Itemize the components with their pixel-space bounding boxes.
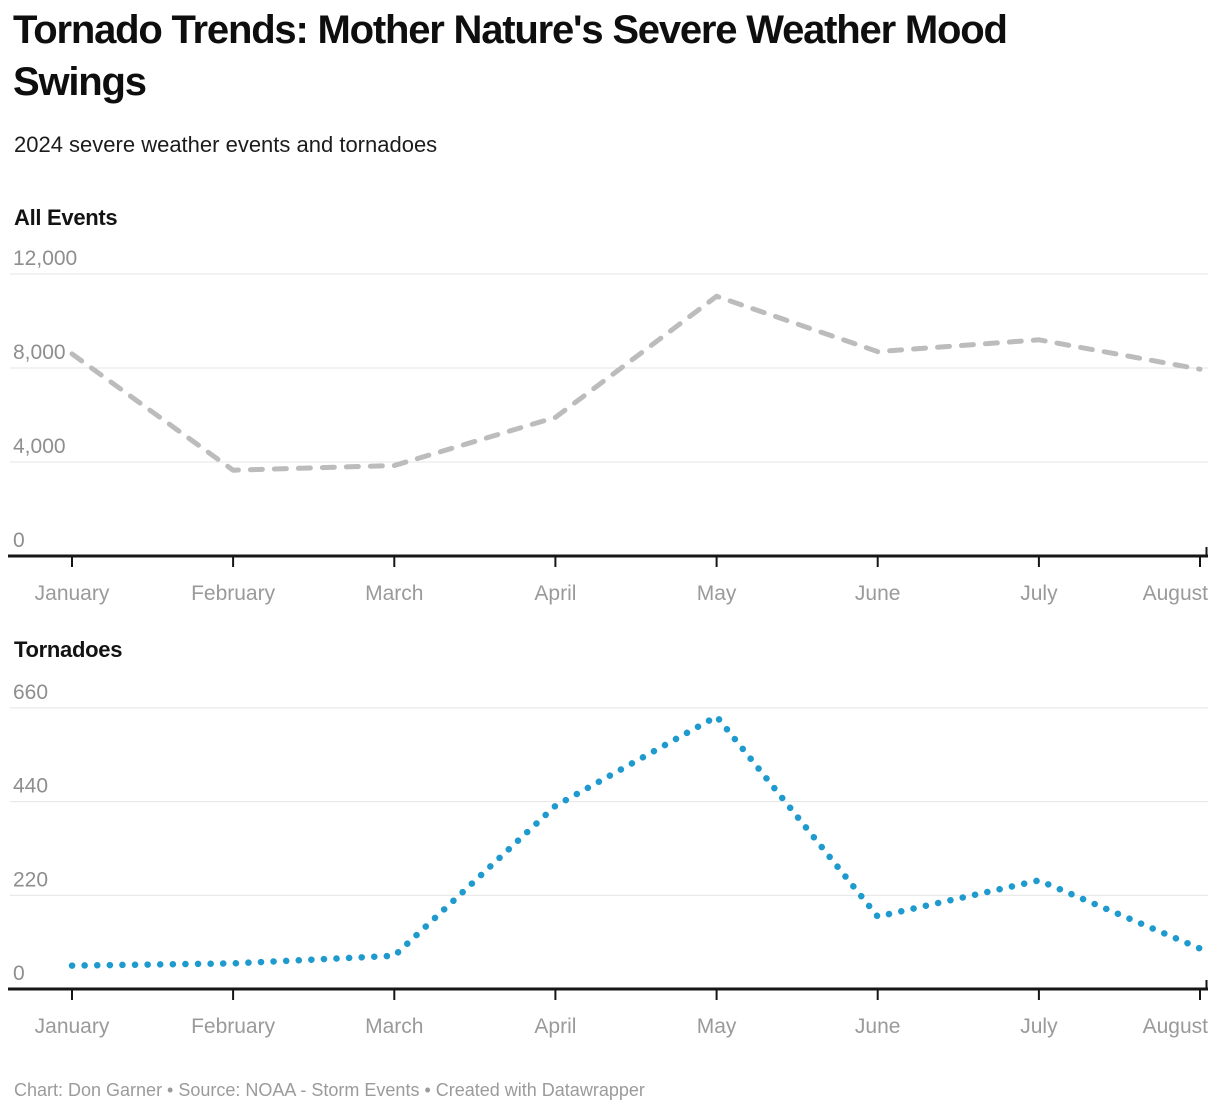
tornadoes-line: [68, 713, 1204, 969]
all-events-chart: 0 4,000 8,000 12,000 January February March Apr…: [8, 247, 1209, 605]
month-label: March: [365, 582, 423, 605]
panel-heading-tornadoes: Tornadoes: [14, 637, 123, 662]
y-axis-label: 440: [13, 775, 48, 798]
y-axis-label: 0: [13, 529, 25, 552]
month-label: January: [35, 1015, 110, 1038]
y-axis-label: 220: [13, 868, 48, 891]
panel-heading-all-events: All Events: [14, 205, 118, 230]
all-events-line: [69, 293, 1203, 473]
month-label: June: [855, 1015, 901, 1038]
month-label: May: [697, 582, 737, 605]
tornadoes-chart: 0 220 440 660 January February March April May Ju…: [8, 681, 1209, 1038]
month-label: July: [1020, 1015, 1058, 1038]
y-axis-label: 12,000: [13, 247, 77, 270]
chart-subtitle: 2024 severe weather events and tornadoes: [14, 132, 438, 157]
month-label: August: [1143, 582, 1209, 605]
month-label: February: [191, 1015, 276, 1038]
month-label: June: [855, 582, 901, 605]
month-label: February: [191, 582, 276, 605]
month-label: August: [1143, 1015, 1209, 1038]
y-axis-label: 0: [13, 962, 25, 985]
y-axis-label: 4,000: [13, 435, 66, 458]
y-axis-label: 660: [13, 681, 48, 704]
month-label: April: [534, 1015, 576, 1038]
chart-footer: Chart: Don Garner • Source: NOAA - Storm…: [14, 1080, 645, 1100]
month-label: May: [697, 1015, 737, 1038]
month-label: July: [1020, 582, 1058, 605]
month-label: January: [35, 582, 110, 605]
page-title: Tornado Trends: Mother Nature's Severe W…: [13, 8, 1008, 104]
month-label: March: [365, 1015, 423, 1038]
y-axis-label: 8,000: [13, 341, 66, 364]
month-label: April: [534, 582, 576, 605]
